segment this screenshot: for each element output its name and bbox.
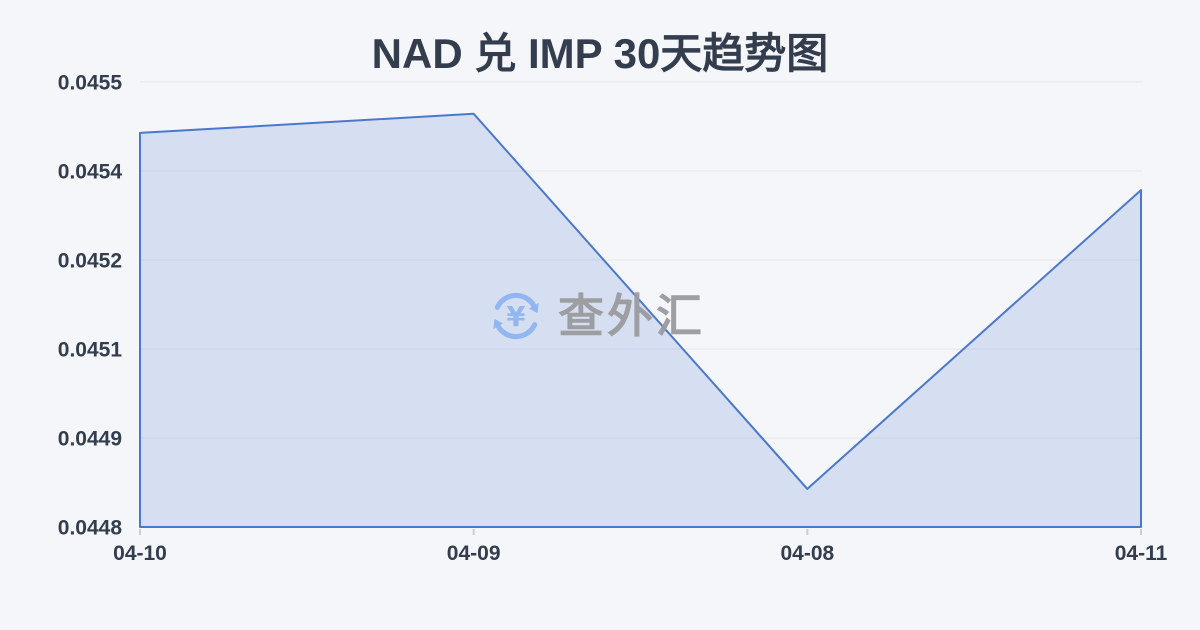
x-axis-label: 04-10 [113,542,167,565]
y-axis-label: 0.0454 [58,161,123,184]
y-axis-label: 0.0452 [58,250,122,273]
trend-area-series [139,112,1142,528]
y-axis-label: 0.0455 [58,72,123,95]
x-axis-label: 04-11 [1115,542,1168,565]
chart-title: NAD 兑 IMP 30天趋势图 [371,30,829,77]
y-axis-label: 0.0451 [58,339,123,362]
x-axis-label: 04-09 [447,542,501,565]
y-axis-label: 0.0449 [58,428,122,451]
x-axis-label: 04-08 [780,542,834,565]
y-axis-label: 0.0448 [58,517,123,540]
